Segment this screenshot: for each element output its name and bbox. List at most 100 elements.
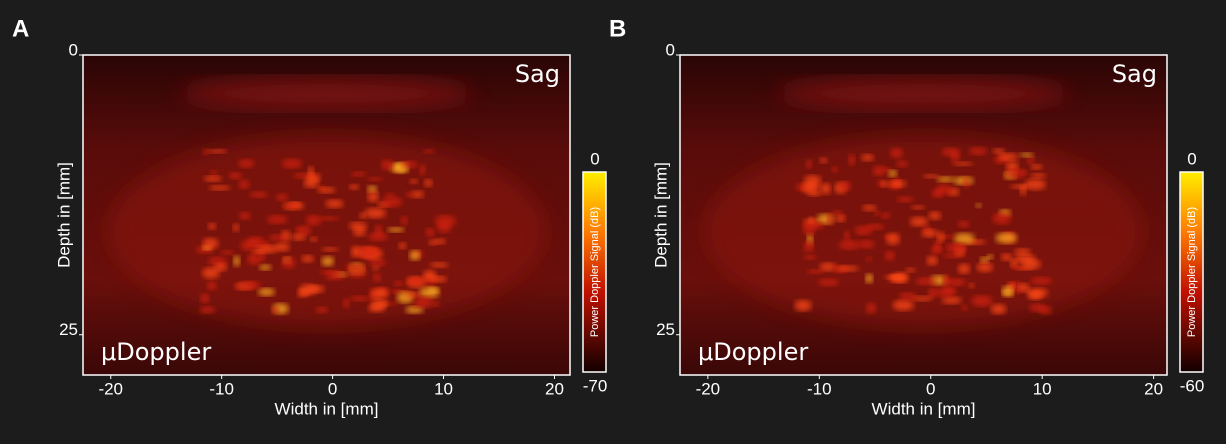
vessel [307,166,315,178]
x-axis-label: Width in [mm] [872,399,976,418]
vessel [349,295,371,302]
vessel [428,287,440,293]
vessel [202,267,220,279]
vessel [273,242,290,252]
vessel [911,205,925,210]
x-tick-label: 10 [1033,379,1052,398]
vessel [407,277,423,285]
vessel [325,199,344,208]
x-tick-label: 20 [1144,379,1163,398]
vessel [249,191,268,198]
mode-label: μDoppler [101,338,211,366]
vessel [359,212,367,219]
vessel [905,267,916,273]
vessel [220,250,234,255]
vessel [207,149,228,154]
y-axis-label: Depth in [mm] [651,162,670,268]
vessel [368,303,386,313]
vessel [305,215,322,226]
vessel [321,247,339,252]
vessel [203,175,222,182]
vessel [1001,253,1013,261]
vessel [301,255,314,263]
vessel [992,212,1012,225]
colorbar [1179,171,1204,373]
vessel [271,306,280,314]
colorbar-max: 0 [590,149,599,168]
vessel [1029,303,1046,312]
vessel [808,216,815,224]
colorbar-min: -60 [1180,376,1205,395]
vessel [233,255,240,267]
x-tick-label: 10 [434,379,453,398]
vessel [385,192,396,198]
vessel [843,230,851,241]
vessel [896,160,909,167]
vessel [282,203,300,209]
vessel [238,159,255,168]
vessel [835,214,846,223]
x-tick-label: -20 [98,379,123,398]
view-label: Sag [1112,60,1157,88]
x-tick-label: -10 [209,379,234,398]
vessel [238,179,250,189]
vessel [909,216,928,227]
vessel [803,254,817,260]
vessel [998,153,1019,161]
vessel [347,266,367,278]
vessel [945,242,967,254]
vessel [232,223,240,232]
vessel [1005,168,1026,179]
vessel [838,240,860,250]
vessel [1010,184,1030,189]
vessel [1014,248,1032,256]
vessel [209,170,218,176]
vessel [873,210,880,217]
vessel [325,270,345,280]
vessel [857,240,875,249]
vessel [352,227,366,237]
vessel [936,176,955,183]
vessel [281,158,302,169]
vessel [239,212,251,220]
vessel [968,282,975,289]
vessel [884,250,895,261]
y-tick-label: 0 [69,40,78,59]
vessel [896,196,914,203]
vessel [368,232,388,241]
vessel [429,262,449,268]
x-tick-label: -10 [807,379,832,398]
vessel [299,283,318,296]
vessel [266,215,288,224]
vessel [898,292,917,301]
vessel [303,177,319,188]
tissue-glow [107,135,546,327]
vessel [862,204,877,211]
vessel [888,273,906,283]
vessel [343,298,350,309]
panel-label: A [12,15,29,42]
vessel [848,154,856,166]
colorbar-label: Power Doppler Signal (dB) [1186,207,1198,337]
vessel [926,255,938,266]
vessel [1009,258,1018,268]
vessel [295,227,303,233]
vessel [802,221,825,230]
panel: A Sag μDoppler -20 -10 0 10 20 0 25 Width in [mm] D… [12,15,607,418]
vessel [431,275,447,283]
mode-label: μDoppler [698,338,808,366]
vessel [922,174,940,179]
vessel [986,254,994,260]
vessel [881,212,891,219]
vessel [888,180,907,188]
vessel [411,190,424,198]
vessel [345,263,366,270]
vessel [281,256,296,269]
vessel [950,150,960,163]
vessel [1011,265,1026,271]
vessel [206,280,217,291]
vessel [350,171,367,177]
vessel [393,280,404,287]
vessel [887,170,898,177]
